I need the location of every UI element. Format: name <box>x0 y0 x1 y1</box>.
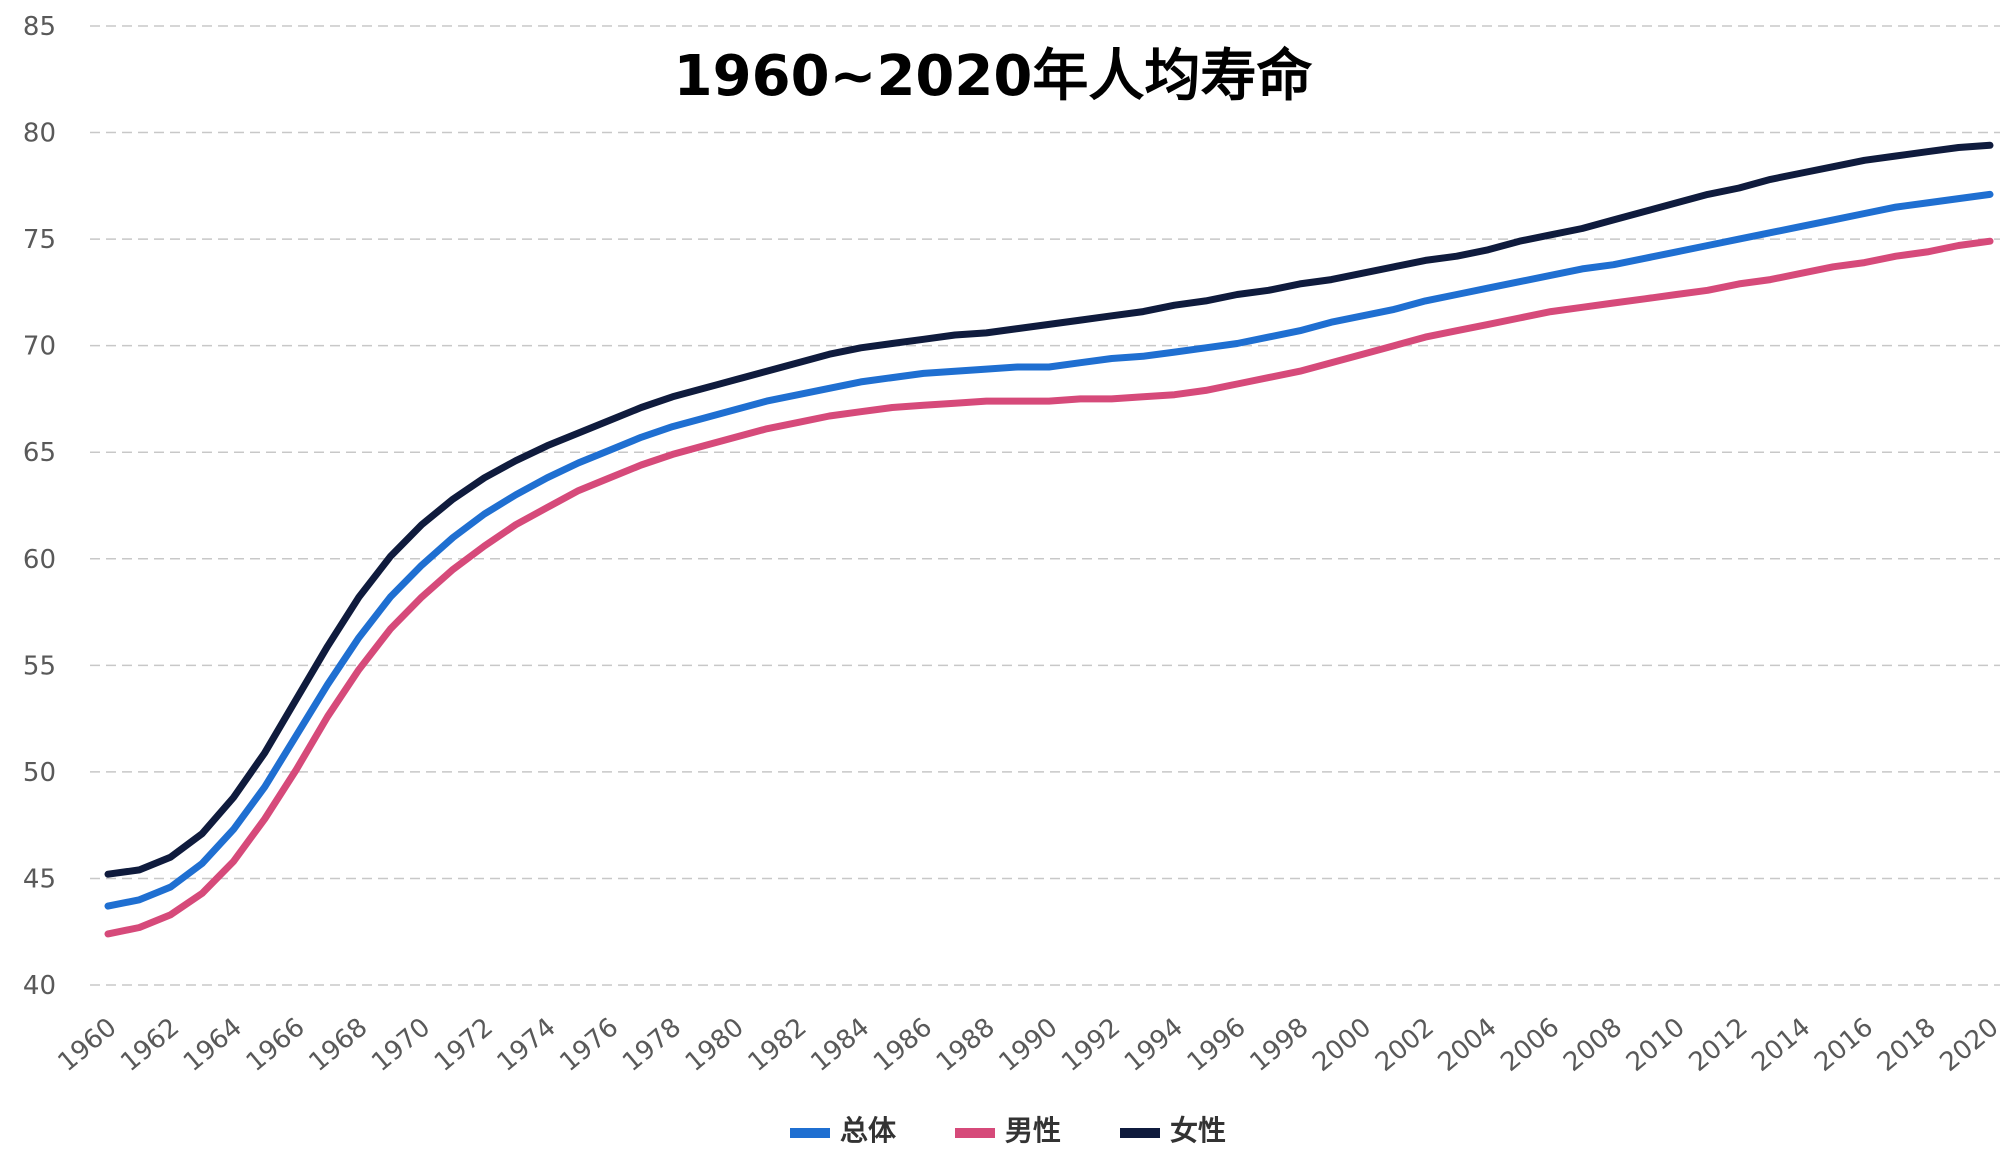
chart-title: 1960~2020年人均寿命 <box>674 44 1313 109</box>
y-tick-label: 75 <box>23 225 56 255</box>
x-tick-label: 2014 <box>1746 1012 1816 1078</box>
x-tick-label: 1998 <box>1244 1012 1314 1078</box>
x-tick-label: 2010 <box>1621 1012 1691 1078</box>
x-tick-label: 1986 <box>868 1012 938 1078</box>
x-tick-label: 1992 <box>1056 1012 1126 1078</box>
x-tick-label: 1962 <box>115 1012 185 1078</box>
legend-label: 男性 <box>1005 1114 1061 1147</box>
x-tick-label: 2012 <box>1684 1012 1754 1078</box>
grid-lines <box>90 25 2000 986</box>
series-line-1 <box>104 190 1994 910</box>
y-tick-label: 55 <box>23 651 56 681</box>
x-tick-label: 1976 <box>554 1012 624 1078</box>
legend-swatch <box>955 1128 995 1138</box>
legend-label: 女性 <box>1170 1114 1226 1147</box>
x-tick-label: 2020 <box>1935 1012 2005 1078</box>
series-line-2 <box>104 237 1994 938</box>
x-tick-label: 1988 <box>931 1012 1001 1078</box>
x-tick-label: 1966 <box>241 1012 311 1078</box>
legend-label: 总体 <box>840 1114 897 1147</box>
x-tick-label: 1964 <box>178 1012 248 1078</box>
series-line-3 <box>104 141 1994 878</box>
legend: 总体 男性 女性 <box>790 1114 1226 1147</box>
x-tick-label: 1980 <box>680 1012 750 1078</box>
x-tick-label: 1982 <box>743 1012 813 1078</box>
x-tick-label: 1978 <box>617 1012 687 1078</box>
x-tick-label: 2004 <box>1433 1012 1503 1078</box>
x-tick-label: 2008 <box>1558 1012 1628 1078</box>
x-tick-label: 2000 <box>1307 1012 1377 1078</box>
x-tick-label: 2002 <box>1370 1012 1440 1078</box>
x-tick-label: 1960 <box>53 1012 123 1078</box>
x-tick-label: 1996 <box>1182 1012 1252 1078</box>
y-tick-label: 40 <box>23 971 56 1001</box>
x-tick-label: 2016 <box>1809 1012 1879 1078</box>
x-tick-label: 1970 <box>366 1012 436 1078</box>
y-tick-label: 80 <box>23 119 56 149</box>
x-tick-label: 1990 <box>994 1012 1064 1078</box>
y-tick-label: 65 <box>23 438 56 468</box>
x-tick-label: 1994 <box>1119 1012 1189 1078</box>
x-tick-label: 1968 <box>303 1012 373 1078</box>
series-lines <box>104 141 1994 938</box>
y-tick-label: 85 <box>23 12 56 42</box>
legend-swatch <box>1120 1128 1160 1138</box>
x-tick-label: 1972 <box>429 1012 499 1078</box>
y-tick-label: 70 <box>23 332 56 362</box>
x-axis-tick-labels: 1960196219641966196819701972197419761978… <box>53 1012 2005 1078</box>
x-tick-label: 2006 <box>1495 1012 1565 1078</box>
y-axis-tick-labels: 40 45 50 55 60 65 70 75 80 85 <box>23 12 56 1001</box>
x-tick-label: 2018 <box>1872 1012 1942 1078</box>
y-tick-label: 60 <box>23 545 56 575</box>
legend-swatch <box>790 1128 830 1138</box>
y-tick-label: 45 <box>23 864 56 894</box>
x-tick-label: 1984 <box>805 1012 875 1078</box>
x-tick-label: 1974 <box>492 1012 562 1078</box>
y-tick-label: 50 <box>23 758 56 788</box>
